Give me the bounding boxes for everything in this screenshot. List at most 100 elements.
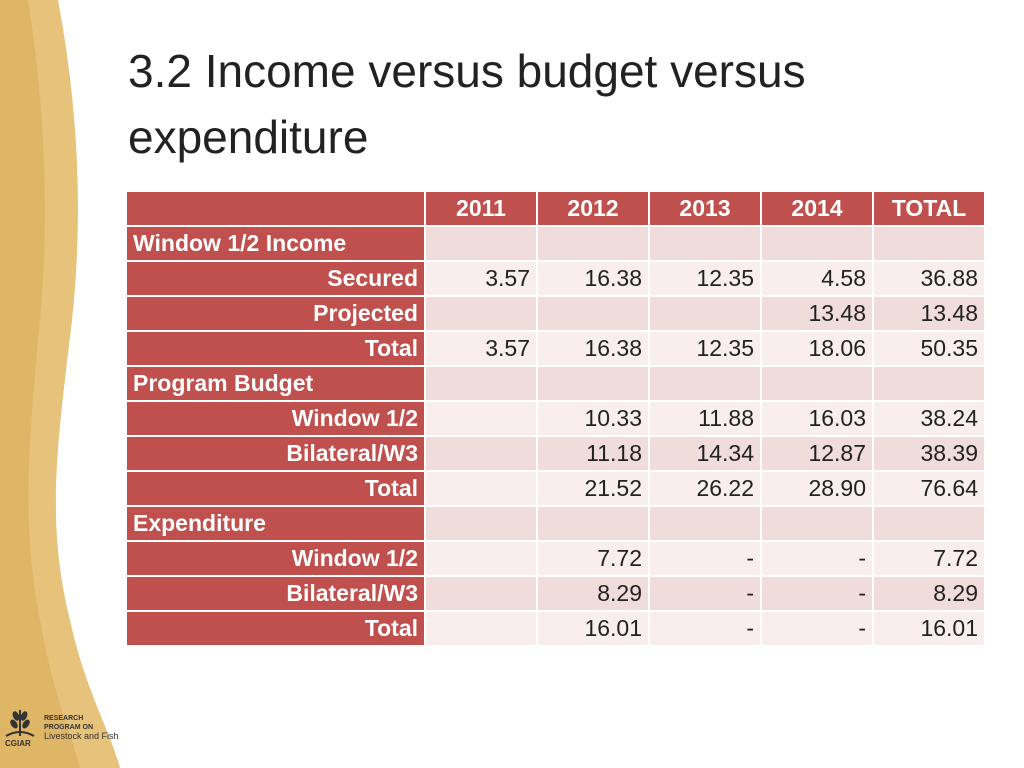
table-row: Bilateral/W3 11.18 14.34 12.87 38.39 (127, 437, 984, 470)
row-label: Total (127, 332, 424, 365)
cgiar-logo: RESEARCH PROGRAM ON Livestock and Fish C… (2, 706, 127, 750)
value-cell (650, 367, 760, 400)
value-cell (426, 612, 536, 645)
logo-text: RESEARCH PROGRAM ON Livestock and Fish (44, 714, 119, 741)
row-label: Window 1/2 (127, 402, 424, 435)
column-header: TOTAL (874, 192, 984, 225)
value-cell: 8.29 (538, 577, 648, 610)
section-label: Program Budget (127, 367, 424, 400)
row-label: Window 1/2 (127, 542, 424, 575)
value-cell: - (650, 612, 760, 645)
value-cell: 38.24 (874, 402, 984, 435)
value-cell: 16.01 (538, 612, 648, 645)
value-cell: 38.39 (874, 437, 984, 470)
value-cell: 3.57 (426, 262, 536, 295)
row-label: Projected (127, 297, 424, 330)
value-cell (538, 227, 648, 260)
value-cell: 16.01 (874, 612, 984, 645)
value-cell: 3.57 (426, 332, 536, 365)
value-cell: 21.52 (538, 472, 648, 505)
logo-caption: CGIAR (5, 739, 31, 748)
table-row: Total 16.01- -16.01 (127, 612, 984, 645)
table-row: Bilateral/W3 8.29- -8.29 (127, 577, 984, 610)
value-cell (538, 367, 648, 400)
value-cell: 12.35 (650, 332, 760, 365)
column-header: 2013 (650, 192, 760, 225)
row-label: Total (127, 472, 424, 505)
table-row: Secured 3.57 16.38 12.35 4.58 36.88 (127, 262, 984, 295)
decorative-wave-band (0, 0, 120, 768)
value-cell (874, 227, 984, 260)
value-cell (426, 507, 536, 540)
value-cell: - (650, 577, 760, 610)
value-cell (874, 367, 984, 400)
table-row: Program Budget (127, 367, 984, 400)
slide-title: 3.2 Income versus budget versus expendit… (128, 45, 806, 163)
value-cell: 10.33 (538, 402, 648, 435)
value-cell: 8.29 (874, 577, 984, 610)
income-budget-expenditure-table: 2011 2012 2013 2014 TOTAL Window 1/2 Inc… (125, 190, 986, 647)
value-cell (426, 297, 536, 330)
value-cell: - (762, 612, 872, 645)
value-cell: 4.58 (762, 262, 872, 295)
row-label: Bilateral/W3 (127, 577, 424, 610)
value-cell (650, 227, 760, 260)
value-cell (874, 507, 984, 540)
value-cell (650, 297, 760, 330)
value-cell: 14.34 (650, 437, 760, 470)
value-cell: 26.22 (650, 472, 760, 505)
value-cell: 13.48 (762, 297, 872, 330)
value-cell: 11.18 (538, 437, 648, 470)
table-header-row: 2011 2012 2013 2014 TOTAL (127, 192, 984, 225)
column-header: 2012 (538, 192, 648, 225)
value-cell (538, 297, 648, 330)
table-row: Total 3.57 16.38 12.35 18.06 50.35 (127, 332, 984, 365)
value-cell (426, 402, 536, 435)
value-cell (426, 542, 536, 575)
table-row: Window 1/2 7.72- -7.72 (127, 542, 984, 575)
section-label: Expenditure (127, 507, 424, 540)
table-row: Window 1/2 10.33 11.88 16.03 38.24 (127, 402, 984, 435)
value-cell: 18.06 (762, 332, 872, 365)
value-cell: 28.90 (762, 472, 872, 505)
value-cell: 16.38 (538, 332, 648, 365)
value-cell: 76.64 (874, 472, 984, 505)
value-cell: 7.72 (538, 542, 648, 575)
value-cell: 13.48 (874, 297, 984, 330)
cgiar-wheat-logo-icon (5, 710, 35, 737)
value-cell: - (762, 577, 872, 610)
table-row: Window 1/2 Income (127, 227, 984, 260)
header-corner-cell (127, 192, 424, 225)
value-cell (426, 227, 536, 260)
value-cell: 16.38 (538, 262, 648, 295)
value-cell (762, 367, 872, 400)
value-cell: 16.03 (762, 402, 872, 435)
table-row: Expenditure (127, 507, 984, 540)
table-row: Total 21.52 26.22 28.90 76.64 (127, 472, 984, 505)
logo-line: Livestock and Fish (44, 731, 119, 741)
value-cell: - (650, 542, 760, 575)
value-cell (650, 507, 760, 540)
value-cell (426, 367, 536, 400)
table-row: Projected 13.48 13.48 (127, 297, 984, 330)
value-cell: 11.88 (650, 402, 760, 435)
value-cell (762, 227, 872, 260)
value-cell (426, 577, 536, 610)
column-header: 2014 (762, 192, 872, 225)
logo-line: RESEARCH (44, 715, 84, 722)
value-cell: 50.35 (874, 332, 984, 365)
row-label: Bilateral/W3 (127, 437, 424, 470)
value-cell (762, 507, 872, 540)
value-cell: 12.87 (762, 437, 872, 470)
value-cell: 7.72 (874, 542, 984, 575)
row-label: Secured (127, 262, 424, 295)
value-cell: 36.88 (874, 262, 984, 295)
logo-line: PROGRAM ON (44, 724, 93, 731)
column-header: 2011 (426, 192, 536, 225)
value-cell (538, 507, 648, 540)
value-cell (426, 472, 536, 505)
row-label: Total (127, 612, 424, 645)
value-cell: - (762, 542, 872, 575)
value-cell: 12.35 (650, 262, 760, 295)
section-label: Window 1/2 Income (127, 227, 424, 260)
